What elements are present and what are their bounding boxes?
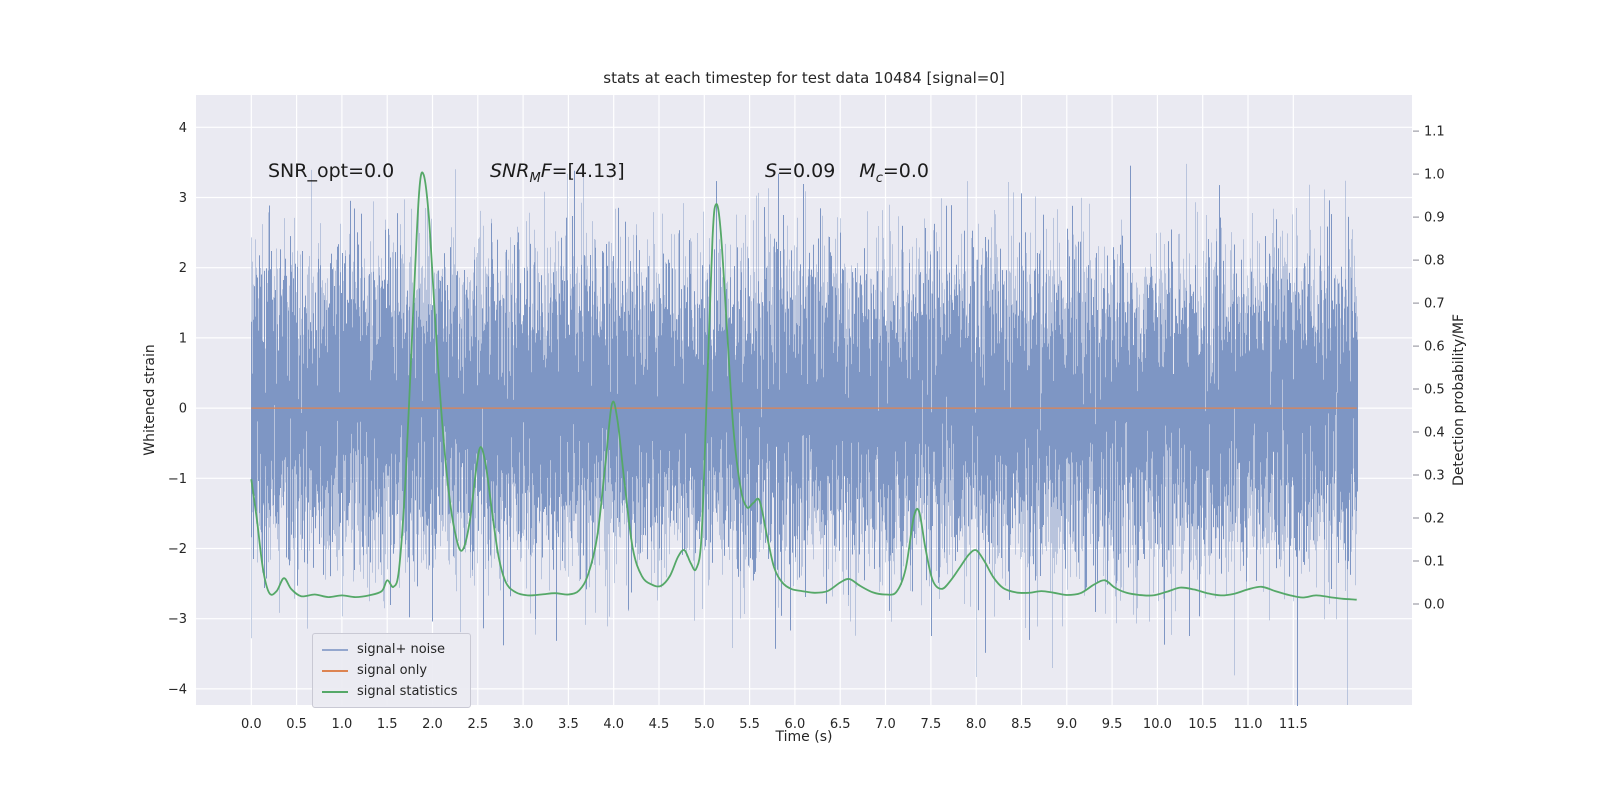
y-left-tick-label: −4 [168,682,187,697]
snr-mf-var-a: SNR [490,160,530,182]
y-right-tick-label: 0.3 [1424,469,1445,484]
y-right-tick-label: 0.5 [1424,383,1445,398]
y-left-tick-label: −3 [168,612,187,627]
x-tick-label: 1.0 [332,717,353,732]
y-right-tick-label: 1.0 [1424,168,1445,183]
y-left-tick-label: 2 [179,261,187,276]
y-axis-label-left: Whitened strain [142,344,158,456]
x-tick-label: 11.0 [1234,717,1263,732]
annotation-s-mc: S=0.09 Mc=0.0 [765,160,929,186]
x-tick-label: 5.5 [739,717,760,732]
x-tick-label: 0.5 [286,717,307,732]
legend-item-signal-only: signal only [322,660,458,681]
x-tick-label: 5.0 [694,717,715,732]
x-tick-label: 3.0 [513,717,534,732]
series-signal-statistics [250,171,1357,601]
x-tick-label: 2.5 [467,717,488,732]
y-left-tick-label: −1 [168,472,187,487]
x-tick-label: 11.5 [1279,717,1308,732]
y-left-tick-label: 4 [179,121,187,136]
legend-item-signal-noise: signal+ noise [322,639,458,660]
mc-sub: c [875,170,883,186]
legend-label-signal-statistics: signal statistics [357,684,458,699]
y-left-tick-label: 1 [179,331,187,346]
y-right-tick-label: 0.8 [1424,254,1445,269]
y-right-tick-label: 0.9 [1424,211,1445,226]
x-tick-label: 8.5 [1011,717,1032,732]
legend-swatch-signal-noise [322,648,348,651]
x-tick-label: 0.0 [241,717,262,732]
x-tick-label: 10.0 [1143,717,1172,732]
y-right-tick-label: 1.1 [1424,125,1445,140]
x-tick-label: 9.5 [1102,717,1123,732]
annotation-snr-mf: SNRMF=[4.13] [490,160,625,186]
y-left-tick-labels: 4 3 2 1 0 −1 −2 −3 −4 [168,121,187,698]
legend-swatch-signal-statistics [322,690,348,693]
y-axis-label-right: Detection probability/MF [1451,313,1467,487]
x-tick-label: 4.5 [649,717,670,732]
legend-label-signal-only: signal only [357,663,428,678]
x-tick-label: 9.0 [1056,717,1077,732]
x-axis-label: Time (s) [775,729,833,745]
x-tick-label: 3.5 [558,717,579,732]
x-tick-label: 1.5 [377,717,398,732]
legend: signal+ noise signal only signal statist… [312,633,471,708]
y-left-tick-label: 3 [179,191,187,206]
y-right-tick-marks [1413,130,1419,605]
mc-eq: =0.0 [882,160,929,182]
y-right-tick-label: 0.7 [1424,297,1445,312]
series-signal-noise-core [251,165,1358,706]
y-right-tick-label: 0.4 [1424,426,1445,441]
annotation-snr-opt: SNR_opt=0.0 [268,160,394,182]
snr-mf-eq: =[4.13] [551,160,625,182]
y-right-tick-label: 0.2 [1424,512,1445,527]
x-tick-labels: 0.0 0.5 1.0 1.5 2.0 2.5 3.0 3.5 4.0 4.5 5.0 5.5 6.0 6… [241,717,1308,732]
snr-mf-sub: M [529,170,541,186]
legend-item-signal-statistics: signal statistics [322,681,458,702]
x-tick-label: 7.5 [921,717,942,732]
y-right-tick-label: 0.0 [1424,598,1445,613]
x-tick-label: 6.5 [830,717,851,732]
x-tick-label: 2.0 [422,717,443,732]
mc-var: M [859,160,876,182]
legend-label-signal-noise: signal+ noise [357,642,446,657]
y-right-tick-label: 0.1 [1424,555,1445,570]
y-left-tick-label: 0 [179,402,187,417]
legend-swatch-signal-only [322,669,348,672]
snr-mf-var-b: F [540,160,552,182]
x-tick-label: 4.0 [603,717,624,732]
x-tick-label: 7.0 [875,717,896,732]
y-left-tick-label: −2 [168,542,187,557]
x-tick-label: 10.5 [1188,717,1217,732]
x-tick-label: 8.0 [966,717,987,732]
s-var: S [765,160,778,182]
x-tick-label: 6.0 [785,717,806,732]
y-right-tick-labels: 1.1 1.0 0.9 0.8 0.7 0.6 0.5 0.4 0.3 0.2 0.1 0.0 [1424,125,1445,613]
chart-title: stats at each timestep for test data 104… [603,69,1005,87]
s-eq: =0.09 [777,160,836,182]
y-right-tick-label: 0.6 [1424,340,1445,355]
snr-opt-text: SNR_opt=0.0 [268,160,395,182]
